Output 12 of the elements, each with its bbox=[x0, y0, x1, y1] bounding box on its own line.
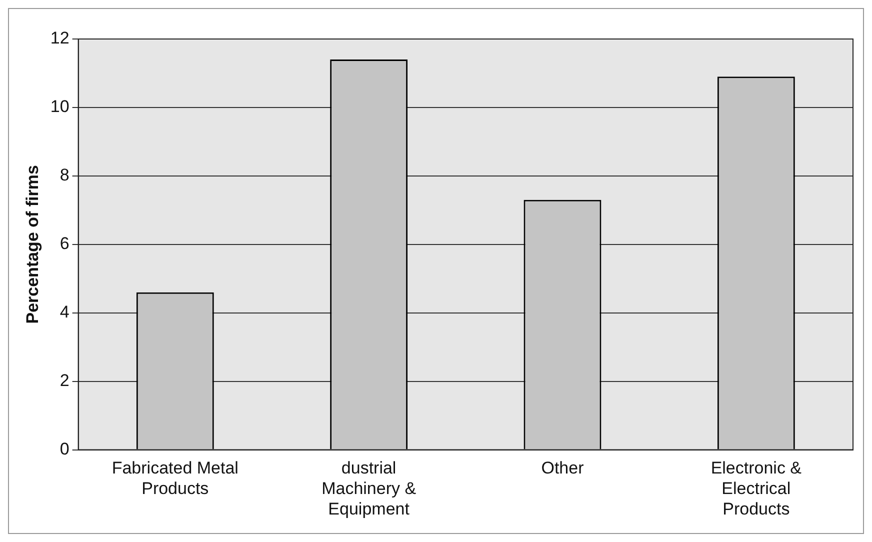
y-axis-title: Percentage of firms bbox=[22, 165, 42, 324]
x-tick-label: Fabricated Metal Products bbox=[112, 458, 238, 498]
x-tick-label: Other bbox=[541, 458, 584, 478]
y-tick-label: 6 bbox=[60, 234, 70, 254]
y-tick-label: 12 bbox=[50, 28, 70, 48]
y-tick-label: 2 bbox=[60, 371, 70, 390]
x-tick-label: Electronic & Electrical Products bbox=[710, 458, 802, 518]
y-tick-label: 10 bbox=[50, 97, 70, 116]
y-tick-label: 8 bbox=[60, 166, 70, 185]
y-tick-label: 4 bbox=[60, 302, 70, 322]
y-tick-label: 0 bbox=[60, 439, 70, 458]
x-tick-label: dustrial Machinery & Equipment bbox=[322, 458, 417, 518]
